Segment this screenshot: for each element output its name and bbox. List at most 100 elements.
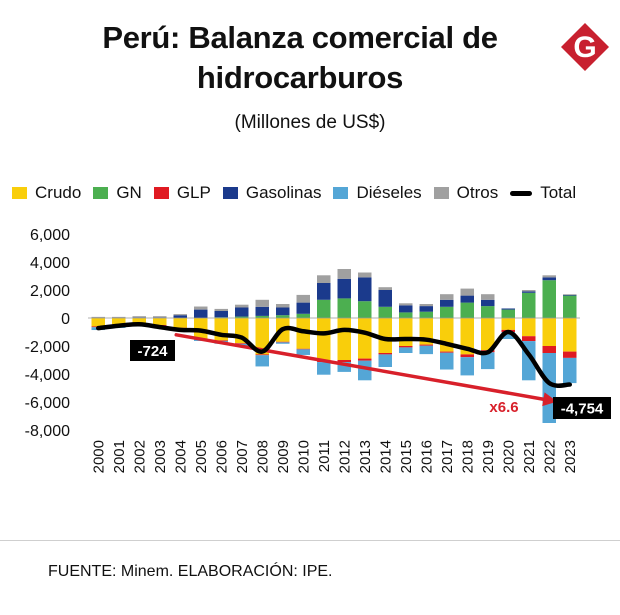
bar-gn-2022 [542, 280, 556, 318]
x-tick-label: 2018 [459, 440, 476, 473]
bar-crudo-2008 [255, 318, 269, 355]
bar-gn-2010 [296, 313, 310, 318]
bar-gn-2008 [255, 315, 269, 318]
legend: Crudo GN GLP Gasolinas Diéseles Otros Total [12, 181, 588, 205]
bar-crudo-2019 [481, 318, 495, 351]
bar-gasolinas-2020 [501, 308, 515, 310]
start-value-label: -724 [137, 343, 168, 360]
x-tick-label: 2012 [336, 440, 353, 473]
bar-otros-2018 [460, 288, 474, 296]
chart-subtitle: (Millones de US$) [234, 112, 386, 133]
bar-crudo-2023 [563, 318, 577, 352]
legend-item-gn: GN [93, 183, 142, 203]
bar-gn-2021 [522, 292, 536, 318]
bar-otros-2016 [419, 304, 433, 307]
bar-crudo-2012 [337, 318, 351, 360]
bar-otros-2012 [337, 269, 351, 279]
bar-otros-2007 [235, 304, 249, 308]
bar-gasolinas-2017 [440, 299, 454, 307]
bar-otros-2005 [194, 306, 208, 310]
bar-gasolinas-2004 [173, 315, 187, 318]
bar-gn-2009 [276, 315, 290, 318]
legend-item-otros: Otros [433, 183, 499, 203]
bar-otros-2008 [255, 299, 269, 307]
bar-crudo-2013 [358, 318, 372, 359]
bar-dieseles-2013 [358, 360, 372, 381]
y-tick-label: 2,000 [30, 283, 70, 300]
bar-glp-2015 [399, 346, 413, 348]
total-line [96, 322, 572, 388]
x-tick-label: 2001 [111, 440, 128, 473]
legend-label: Crudo [35, 183, 82, 202]
bar-gasolinas-2009 [276, 307, 290, 316]
legend-label: Otros [456, 183, 499, 202]
x-tick-label: 2003 [152, 440, 169, 473]
legend-swatch-otros [433, 187, 449, 199]
legend-item-gasolinas: Gasolinas [222, 183, 321, 203]
footer-divider [0, 540, 620, 541]
x-tick-label: 2017 [439, 440, 456, 473]
bar-gn-2017 [440, 306, 454, 318]
bar-otros-2000 [91, 316, 105, 318]
legend-swatch-dieseles [333, 187, 349, 199]
bar-dieseles-2009 [276, 342, 290, 344]
x-tick-label: 2013 [357, 440, 374, 473]
legend-swatch-total [510, 190, 533, 196]
bar-dieseles-2014 [378, 354, 392, 367]
bar-glp-2008 [255, 354, 269, 356]
bar-gasolinas-2023 [563, 294, 577, 296]
bar-gasolinas-2010 [296, 302, 310, 314]
bar-gasolinas-2008 [255, 306, 269, 316]
bar-gn-2012 [337, 298, 351, 318]
x-tick-label: 2007 [234, 440, 251, 473]
bar-otros-2002 [132, 316, 146, 318]
bar-glp-2022 [542, 346, 556, 353]
bar-dieseles-2008 [255, 355, 269, 367]
gestion-logo-icon: G [561, 23, 609, 71]
trend-line [174, 333, 553, 403]
start-label-box [130, 340, 175, 361]
legend-item-glp: GLP [153, 183, 211, 203]
y-tick-label: -2,000 [25, 339, 70, 356]
bar-otros-2006 [214, 308, 228, 311]
bar-otros-2013 [358, 272, 372, 278]
legend-label: GN [116, 183, 142, 202]
bar-glp-2014 [378, 353, 392, 355]
legend-item-total: Total [510, 183, 576, 203]
bar-crudo-2001 [112, 318, 126, 325]
bar-otros-2023 [563, 294, 577, 295]
bar-glp-2017 [440, 351, 454, 353]
bar-otros-2015 [399, 303, 413, 306]
bar-gasolinas-2019 [481, 299, 495, 307]
bar-glp-2016 [419, 344, 433, 346]
bar-gasolinas-2007 [235, 307, 249, 317]
bar-dieseles-2018 [460, 357, 474, 376]
bar-gn-2013 [358, 301, 372, 318]
x-tick-label: 2023 [562, 440, 579, 473]
x-tick-label: 2008 [254, 440, 271, 473]
y-tick-label: -8,000 [25, 423, 70, 440]
x-tick-label: 2020 [500, 440, 517, 473]
bar-gasolinas-2016 [419, 306, 433, 312]
bar-crudo-2015 [399, 318, 413, 346]
bar-gn-2016 [419, 311, 433, 318]
x-tick-label: 2021 [521, 440, 538, 473]
bar-gasolinas-2018 [460, 295, 474, 303]
legend-label: Diéseles [356, 183, 422, 202]
legend-swatch-gasolinas [222, 187, 238, 199]
bar-gn-2007 [235, 316, 249, 318]
bar-gn-2023 [563, 295, 577, 318]
bar-crudo-2022 [542, 318, 556, 346]
bar-otros-2014 [378, 287, 392, 290]
bar-gasolinas-2005 [194, 309, 208, 318]
bar-glp-2021 [522, 336, 536, 342]
title-line-2: hidrocarburos [196, 60, 404, 95]
bar-gasolinas-2012 [337, 278, 351, 299]
x-tick-label: 2011 [316, 440, 333, 472]
x-tick-label: 2019 [480, 440, 497, 473]
bar-crudo-2004 [173, 318, 187, 328]
bar-dieseles-2023 [563, 357, 577, 384]
legend-swatch-crudo [12, 187, 27, 199]
y-tick-label: -6,000 [25, 395, 70, 412]
x-tick-label: 2015 [398, 440, 415, 473]
